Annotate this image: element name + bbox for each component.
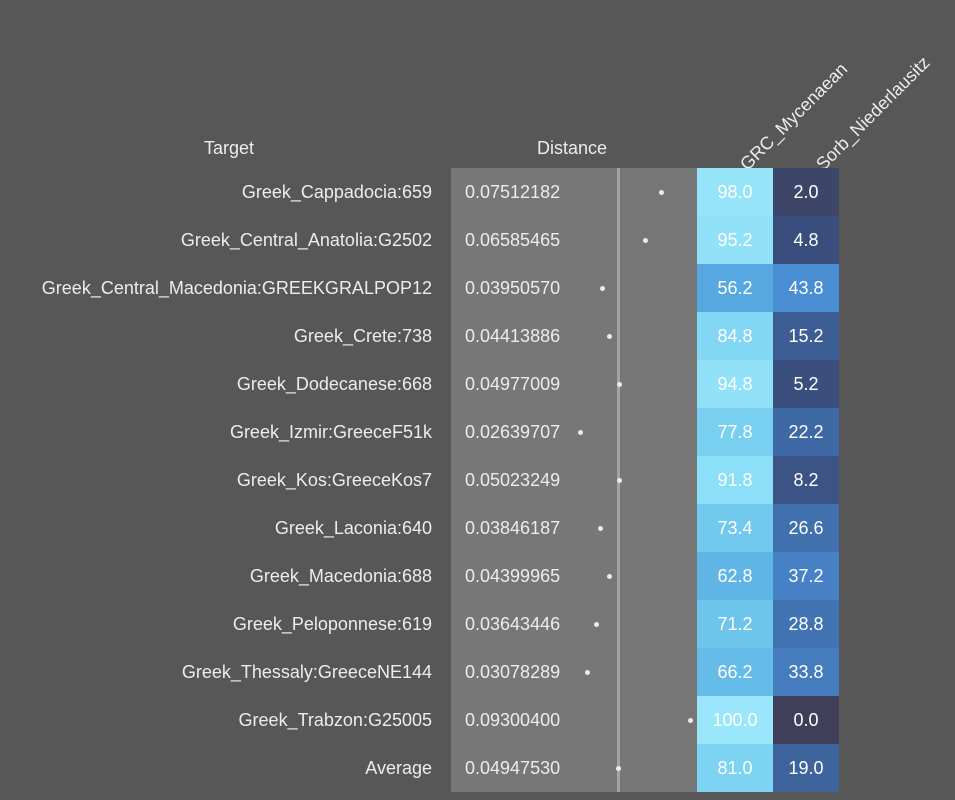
- target-label: Greek_Peloponnese:619: [232, 614, 432, 634]
- distance-dot: [658, 190, 664, 195]
- distance-value: 0.07512182: [465, 182, 561, 202]
- grc-mycenaean-cell: 91.8: [697, 456, 773, 504]
- sorb-niederlausitz-cell: 43.8: [773, 264, 839, 312]
- sorb-niederlausitz-cell: 2.0: [773, 168, 839, 216]
- table-row: Average 0.04947530 81.0 19.0: [0, 744, 955, 792]
- distance-dot: [607, 334, 613, 339]
- grc-mycenaean-cell: 100.0: [697, 696, 773, 744]
- table-row: Greek_Crete:738 0.04413886 84.8 15.2: [0, 312, 955, 360]
- target-label: Greek_Central_Anatolia:G2502: [180, 230, 432, 250]
- grc-mycenaean-cell: 66.2: [697, 648, 773, 696]
- target-label: Greek_Crete:738: [293, 326, 432, 346]
- target-label: Average: [365, 758, 432, 778]
- distance-dot: [607, 574, 613, 579]
- sorb-niederlausitz-cell: 8.2: [773, 456, 839, 504]
- target-label: Greek_Cappadocia:659: [241, 182, 432, 202]
- distance-value: 0.03950570: [465, 278, 561, 298]
- sorb-niederlausitz-cell: 33.8: [773, 648, 839, 696]
- table-row: Greek_Macedonia:688 0.04399965 62.8 37.2: [0, 552, 955, 600]
- grc-mycenaean-cell: 77.8: [697, 408, 773, 456]
- distance-dot: [594, 622, 600, 627]
- target-label: Greek_Kos:GreeceKos7: [236, 470, 432, 490]
- table-row: Greek_Trabzon:G25005 0.09300400 100.0 0.0: [0, 696, 955, 744]
- grc-mycenaean-cell: 56.2: [697, 264, 773, 312]
- distance-dot: [643, 238, 649, 243]
- target-label: Greek_Trabzon:G25005: [238, 710, 432, 730]
- distance-value: 0.03846187: [465, 518, 561, 538]
- target-column-header: Target: [204, 138, 255, 158]
- distance-value: 0.02639707: [465, 422, 561, 442]
- distance-value: 0.06585465: [465, 230, 561, 250]
- sorb-niederlausitz-cell: 26.6: [773, 504, 839, 552]
- distance-dot: [599, 286, 605, 291]
- distance-dot: [597, 526, 603, 531]
- distance-value: 0.04399965: [465, 566, 561, 586]
- table-row: Greek_Central_Anatolia:G2502 0.06585465 95…: [0, 216, 955, 264]
- grc-mycenaean-cell: 73.4: [697, 504, 773, 552]
- sorb-niederlausitz-cell: 0.0: [773, 696, 839, 744]
- grc-mycenaean-cell: 94.8: [697, 360, 773, 408]
- sorb-niederlausitz-cell: 15.2: [773, 312, 839, 360]
- sorb-niederlausitz-cell: 19.0: [773, 744, 839, 792]
- table-row: Greek_Peloponnese:619 0.03643446 71.2 28.8: [0, 600, 955, 648]
- distance-dot: [616, 766, 622, 771]
- table-row: Greek_Thessaly:GreeceNE144 0.03078289 66.2…: [0, 648, 955, 696]
- sorb-niederlausitz-cell: 22.2: [773, 408, 839, 456]
- distance-column-header: Distance: [537, 138, 608, 158]
- sorb-niederlausitz-cell: 28.8: [773, 600, 839, 648]
- target-label: Greek_Dodecanese:668: [236, 374, 432, 394]
- grc-mycenaean-cell: 95.2: [697, 216, 773, 264]
- distance-dot: [585, 670, 591, 675]
- distance-value: 0.04977009: [465, 374, 561, 394]
- sorb-niederlausitz-cell: 4.8: [773, 216, 839, 264]
- distance-value: 0.09300400: [465, 710, 561, 730]
- target-label: Greek_Macedonia:688: [249, 566, 432, 586]
- table-row: Greek_Izmir:GreeceF51k 0.02639707 77.8 22.2: [0, 408, 955, 456]
- sorb-niederlausitz-cell: 37.2: [773, 552, 839, 600]
- distance-value: 0.04413886: [465, 326, 561, 346]
- distance-dot: [616, 382, 622, 387]
- target-label: Greek_Izmir:GreeceF51k: [229, 422, 432, 442]
- grc-mycenaean-cell: 84.8: [697, 312, 773, 360]
- table-row: Greek_Dodecanese:668 0.04977009 94.8 5.2: [0, 360, 955, 408]
- target-label: Greek_Thessaly:GreeceNE144: [181, 662, 432, 682]
- grc-mycenaean-cell: 81.0: [697, 744, 773, 792]
- grc-mycenaean-cell: 62.8: [697, 552, 773, 600]
- target-label: Greek_Laconia:640: [274, 518, 432, 538]
- distance-dot: [688, 718, 694, 723]
- grc-mycenaean-cell: 71.2: [697, 600, 773, 648]
- sorb-niederlausitz-cell: 5.2: [773, 360, 839, 408]
- distance-value: 0.03078289: [465, 662, 561, 682]
- distance-panel: [451, 168, 697, 792]
- distance-value: 0.04947530: [465, 758, 561, 778]
- table-row: Greek_Central_Macedonia:GREEKGRALPOP12 0.…: [0, 264, 955, 312]
- table-row: Greek_Laconia:640 0.03846187 73.4 26.6: [0, 504, 955, 552]
- grc-mycenaean-cell: 98.0: [697, 168, 773, 216]
- distance-dot: [617, 478, 623, 483]
- distance-value: 0.03643446: [465, 614, 561, 634]
- distance-dot: [577, 430, 583, 435]
- table-row: Greek_Cappadocia:659 0.07512182 98.0 2.0: [0, 168, 955, 216]
- table-row: Greek_Kos:GreeceKos7 0.05023249 91.8 8.2: [0, 456, 955, 504]
- distance-value: 0.05023249: [465, 470, 561, 490]
- target-label: Greek_Central_Macedonia:GREEKGRALPOP12: [41, 278, 432, 298]
